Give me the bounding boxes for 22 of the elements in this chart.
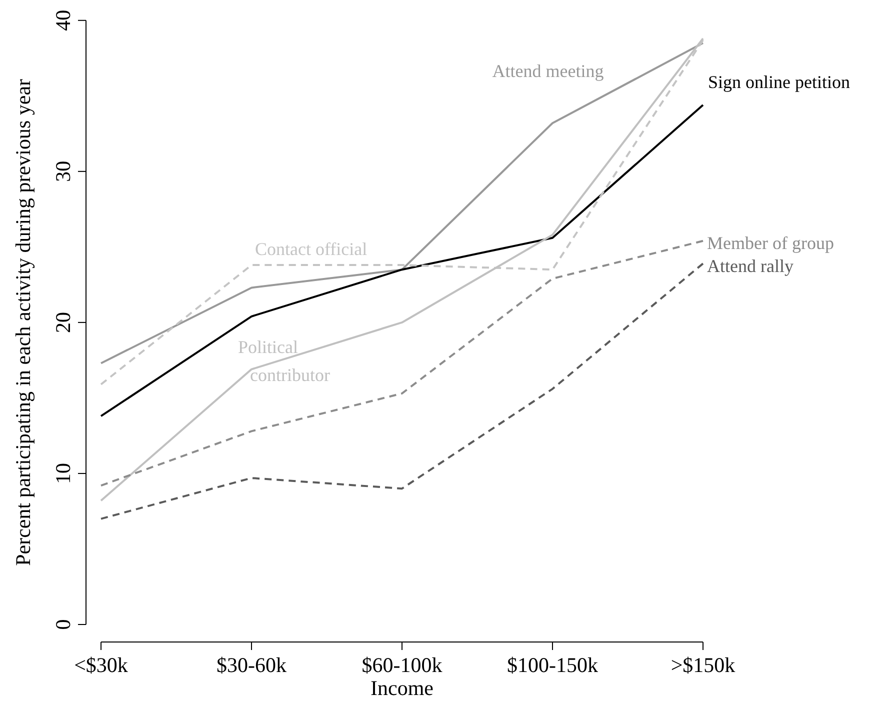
line-series bbox=[100, 262, 704, 520]
line-series bbox=[100, 38, 704, 502]
line-series bbox=[100, 104, 704, 418]
y-tick-label: 10 bbox=[51, 462, 75, 484]
x-tick-label: >$150k bbox=[670, 653, 736, 677]
series-label: Political contributor bbox=[238, 337, 330, 385]
series-label: Sign online petition bbox=[708, 72, 850, 92]
y-tick-label: 20 bbox=[51, 312, 75, 333]
x-tick-label: $60-100k bbox=[362, 653, 443, 677]
x-tick-label: $30-60k bbox=[216, 653, 287, 677]
y-tick-label: 0 bbox=[51, 619, 75, 630]
series-label: Attend rally bbox=[707, 256, 794, 276]
series-label: Attend meeting bbox=[492, 61, 604, 81]
y-tick-label: 30 bbox=[51, 160, 75, 182]
x-axis-title: Income bbox=[370, 676, 434, 700]
y-tick-label: 40 bbox=[51, 10, 75, 31]
y-axis-title: Percent participating in each activity during previous year bbox=[11, 78, 35, 566]
x-tick-label: $100-150k bbox=[507, 653, 598, 677]
series-label: Member of group bbox=[707, 233, 834, 253]
line-series bbox=[100, 240, 704, 487]
x-tick-label: <$30k bbox=[74, 653, 128, 677]
series-label: Contact official bbox=[255, 239, 368, 259]
